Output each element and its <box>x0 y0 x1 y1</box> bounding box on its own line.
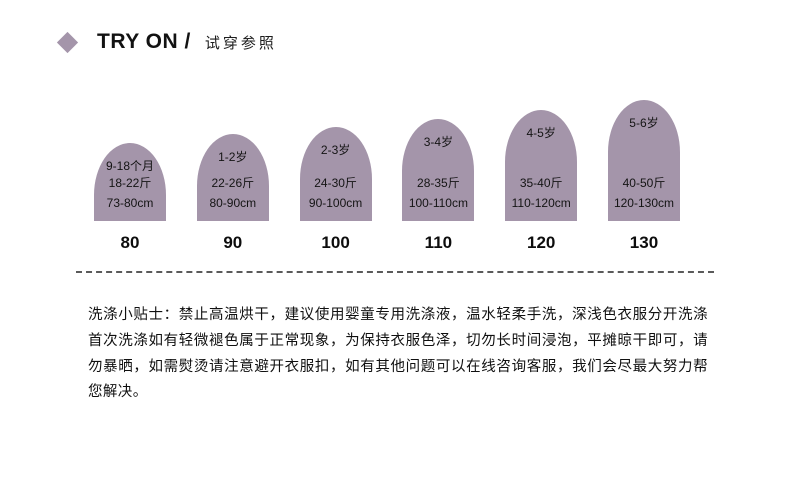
weight-range: 28-35斤 <box>417 176 460 191</box>
weight-range: 24-30斤 <box>314 176 357 191</box>
size-specs: 18-22斤 73-80cm <box>107 174 154 221</box>
size-specs: 28-35斤 100-110cm <box>409 174 468 221</box>
diamond-icon <box>56 31 79 53</box>
size-column: 4-5岁 35-40斤 110-120cm 120 <box>493 110 589 253</box>
size-arch: 5-6岁 40-50斤 120-130cm <box>607 100 680 221</box>
size-label: 90 <box>223 233 243 252</box>
size-chart: 9-18个月 18-22斤 73-80cm 80 1-2岁 22-26斤 80-… <box>82 100 692 253</box>
size-label: 130 <box>629 233 659 252</box>
size-column: 9-18个月 18-22斤 73-80cm 80 <box>82 143 178 253</box>
size-specs: 24-30斤 90-100cm <box>309 174 362 221</box>
height-range: 80-90cm <box>209 196 257 211</box>
height-range: 100-110cm <box>408 196 468 211</box>
size-arch: 4-5岁 35-40斤 110-120cm <box>505 110 578 221</box>
size-arch: 9-18个月 18-22斤 73-80cm <box>94 143 166 221</box>
age-range: 4-5岁 <box>526 126 556 140</box>
age-range: 1-2岁 <box>218 150 248 164</box>
section-title-en: TRY ON / <box>97 30 191 53</box>
size-arch: 2-3岁 24-30斤 90-100cm <box>299 127 372 221</box>
size-column: 3-4岁 28-35斤 100-110cm 110 <box>390 119 486 253</box>
height-range: 90-100cm <box>308 196 363 211</box>
care-tips-text: 洗涤小贴士：禁止高温烘干，建议使用婴童专用洗涤液，温水轻柔手洗，深浅色衣服分开洗… <box>88 307 708 401</box>
weight-range: 40-50斤 <box>622 176 666 191</box>
section-header: TRY ON / 试穿参照 <box>0 0 790 54</box>
size-column: 1-2岁 22-26斤 80-90cm 90 <box>185 134 281 253</box>
dashed-divider <box>76 271 714 273</box>
size-label: 80 <box>120 233 140 252</box>
age-range: 2-3岁 <box>320 143 351 157</box>
height-range: 120-130cm <box>613 196 674 211</box>
size-label: 100 <box>321 233 350 252</box>
size-label: 110 <box>424 233 453 252</box>
size-arch: 1-2岁 22-26斤 80-90cm <box>196 134 269 221</box>
size-specs: 40-50斤 120-130cm <box>614 174 674 221</box>
weight-range: 22-26斤 <box>211 176 255 191</box>
size-arch: 3-4岁 28-35斤 100-110cm <box>402 119 475 221</box>
age-range: 9-18个月 <box>105 159 155 173</box>
size-specs: 22-26斤 80-90cm <box>209 174 256 221</box>
age-range: 5-6岁 <box>629 116 659 130</box>
size-column: 2-3岁 24-30斤 90-100cm 100 <box>288 127 384 253</box>
section-title-zh: 试穿参照 <box>204 34 277 52</box>
size-column: 5-6岁 40-50斤 120-130cm 130 <box>596 100 692 253</box>
weight-range: 18-22斤 <box>108 176 152 191</box>
height-range: 110-120cm <box>511 196 571 211</box>
size-label: 120 <box>527 233 556 252</box>
age-range: 3-4岁 <box>423 135 454 149</box>
size-specs: 35-40斤 110-120cm <box>512 174 571 221</box>
tryon-section: TRY ON / 试穿参照 9-18个月 18-22斤 73-80cm 80 1… <box>0 0 790 401</box>
weight-range: 35-40斤 <box>519 176 563 191</box>
height-range: 73-80cm <box>106 196 154 211</box>
